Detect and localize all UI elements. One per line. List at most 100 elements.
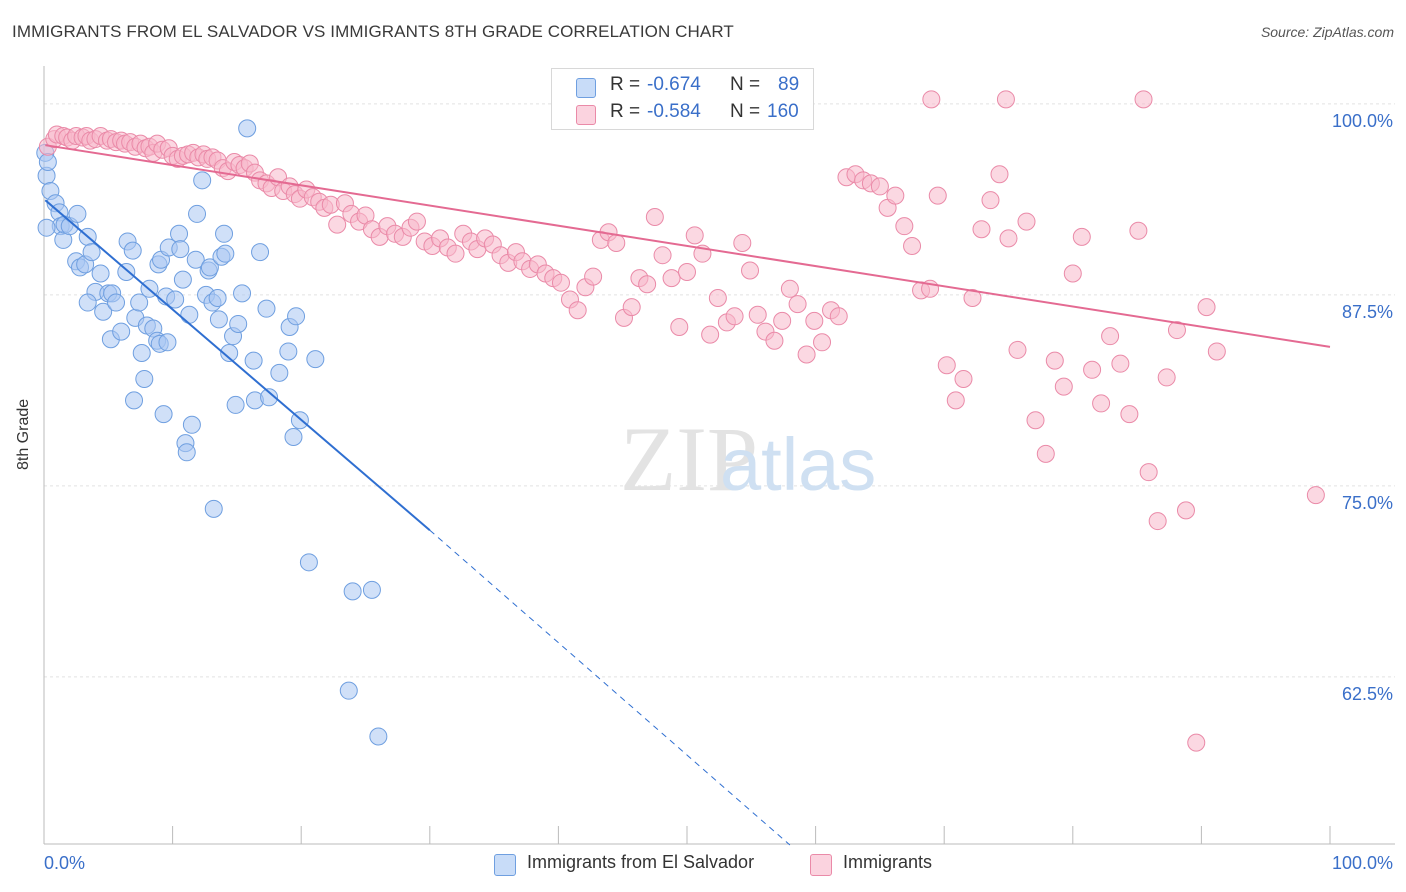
immigrants-point — [638, 275, 657, 294]
immigrants-point — [1026, 411, 1045, 430]
legend-label: Immigrants from El Salvador — [527, 852, 755, 872]
r-value: -0.584 — [647, 101, 701, 122]
immigrants-point — [1054, 377, 1073, 396]
chart-title: IMMIGRANTS FROM EL SALVADOR VS IMMIGRANT… — [12, 22, 734, 41]
immigrants-legend-swatch — [810, 854, 832, 876]
el-salvador-point — [279, 342, 298, 361]
immigrants-point — [1083, 360, 1102, 379]
immigrants-point — [1187, 733, 1206, 752]
el-salvador-point — [362, 580, 381, 599]
el-salvador-point — [229, 314, 248, 333]
el-salvador-point — [117, 263, 136, 281]
el-salvador-point — [177, 443, 196, 462]
immigrants-point — [1129, 221, 1148, 240]
immigrants-point — [670, 318, 689, 337]
el-salvador-point — [287, 307, 306, 326]
immigrants-point — [708, 288, 727, 307]
immigrants-point — [1101, 327, 1120, 346]
immigrants-point — [788, 295, 807, 314]
immigrants-point — [1176, 501, 1195, 520]
immigrants-point — [1207, 342, 1226, 361]
immigrants-point — [733, 233, 752, 252]
immigrants-point — [1134, 90, 1153, 109]
immigrants-point — [928, 186, 947, 205]
grid-lines — [44, 103, 1395, 678]
el-salvador-point — [208, 288, 227, 307]
immigrants-swatch — [576, 105, 596, 125]
el-salvador-point — [306, 350, 325, 369]
source-credit: Source: ZipAtlas.com — [1260, 24, 1394, 40]
immigrants-point — [990, 165, 1009, 184]
el-salvador-point — [171, 240, 190, 259]
immigrants-point — [1036, 444, 1055, 463]
n-value: 89 — [778, 74, 800, 95]
immigrants-point — [1148, 512, 1167, 531]
immigrants-point — [607, 233, 626, 252]
el-salvador-point — [238, 119, 257, 138]
immigrants-point — [981, 191, 1000, 210]
immigrants-point — [1072, 227, 1091, 246]
immigrants-point — [805, 311, 824, 330]
el-salvador-trend-extension — [429, 529, 791, 846]
el-salvador-point — [132, 343, 151, 362]
el-salvador-point — [123, 241, 142, 260]
immigrants-point — [954, 369, 973, 388]
el-salvador-point — [94, 302, 113, 321]
immigrants-point — [741, 261, 760, 280]
y-tick-label: 75.0% — [1342, 493, 1393, 513]
immigrants-point — [1008, 340, 1027, 359]
immigrants-point — [584, 267, 603, 286]
immigrants-point — [1045, 351, 1064, 370]
immigrants-point — [662, 269, 681, 288]
stats-legend-box: R = -0.674 N = 89 R = -0.584 N = 160 — [551, 68, 814, 130]
el-salvador-point — [82, 243, 101, 262]
stats-row-el-salvador: R = -0.674 N = 89 — [552, 74, 813, 100]
el-salvador-point — [343, 582, 362, 601]
el-salvador-point — [193, 171, 212, 190]
immigrants-point — [886, 186, 905, 205]
immigrants-point — [622, 298, 641, 317]
stats-row-immigrants: R = -0.584 N = 160 — [552, 101, 813, 127]
immigrants-point — [748, 305, 767, 324]
el-salvador-point — [125, 391, 144, 410]
immigrants-point — [1092, 394, 1111, 413]
immigrants-point — [678, 263, 696, 281]
el-salvador-point — [369, 727, 388, 746]
immigrants-point — [999, 229, 1018, 248]
el-salvador-point — [91, 264, 110, 283]
el-salvador-point — [135, 369, 154, 388]
el-salvador-point — [130, 293, 149, 312]
el-salvador-point — [209, 310, 228, 329]
n-label: N = — [730, 101, 761, 122]
el-salvador-point — [180, 305, 199, 324]
r-label: R = — [610, 101, 641, 122]
el-salvador-point — [284, 428, 303, 447]
immigrants-point — [551, 273, 570, 292]
immigrants-point — [895, 217, 914, 236]
immigrants-point — [903, 237, 922, 256]
el-salvador-point — [37, 218, 56, 237]
tick-labels: 62.5% 75.0% 87.5% 100.0% 0.0% 100.0% — [44, 111, 1393, 873]
el-salvador-point — [299, 553, 318, 572]
y-tick-label: 87.5% — [1342, 302, 1393, 322]
immigrants-point — [1197, 298, 1216, 317]
legend-label: Immigrants — [843, 852, 933, 872]
immigrants-point — [1111, 354, 1130, 373]
trend-lines — [44, 144, 1331, 846]
el-salvador-point — [78, 293, 97, 312]
immigrants-point — [725, 307, 744, 326]
immigrants-point — [1306, 486, 1325, 505]
r-label: R = — [610, 74, 641, 95]
immigrants-point — [1063, 264, 1082, 283]
x-tick-label: 0.0% — [44, 853, 85, 873]
el-salvador-point — [226, 395, 245, 414]
watermark-atlas: atlas — [720, 423, 876, 506]
el-salvador-point — [38, 152, 57, 171]
immigrants-point — [963, 288, 982, 307]
el-salvador-legend-swatch — [494, 854, 516, 876]
el-salvador-point — [188, 204, 207, 223]
immigrants-point — [685, 226, 704, 245]
data-points — [36, 90, 1325, 752]
immigrants-trend-line — [45, 144, 1331, 348]
